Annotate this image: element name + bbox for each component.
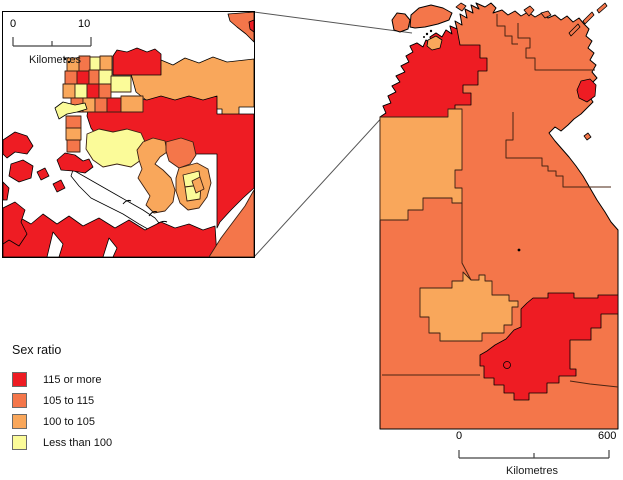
main-scale-end: 600 <box>598 430 617 442</box>
legend-item: 115 or more <box>12 369 112 390</box>
region-victoria-daly <box>379 108 463 221</box>
region-groote-eylandt <box>576 78 597 103</box>
north-coast-islands <box>455 2 592 141</box>
main-scale-start: 0 <box>456 430 463 442</box>
inset-scale-start: 0 <box>10 18 17 30</box>
tennant-creek-dot <box>517 248 521 252</box>
inset-region-gunn-point <box>227 12 254 43</box>
inset-region-corner-red <box>248 19 254 33</box>
inset-scalebar: 0 10 Kilometres <box>7 16 117 72</box>
legend-swatch-less-than-100 <box>12 435 27 450</box>
legend: Sex ratio 115 or more 105 to 115 100 to … <box>12 343 112 453</box>
inset-region-southeast-orange <box>208 189 254 257</box>
inset-region-city-red <box>56 152 94 174</box>
region-boundary-lines <box>382 14 619 388</box>
inset-yellow-cells <box>182 170 205 202</box>
inset-scale-end: 10 <box>78 18 91 30</box>
inset-region-howard-lobe <box>136 137 176 214</box>
main-scalebar-rule <box>458 450 610 459</box>
inset-connector-lines <box>253 11 413 258</box>
alice-springs-town <box>503 361 511 369</box>
inset-region-howard-orange <box>165 137 197 169</box>
inset-south-inlets <box>46 231 118 257</box>
wessel-islands <box>568 2 608 37</box>
inset-region-palmerston <box>85 128 146 168</box>
legend-title: Sex ratio <box>12 343 62 357</box>
inset-map <box>3 12 254 257</box>
region-darwin-city <box>426 35 443 51</box>
tiwi-islands <box>391 4 453 33</box>
legend-swatch-115-or-more <box>12 372 27 387</box>
inset-city-marks <box>63 57 71 64</box>
region-alice-red <box>479 292 619 401</box>
legend-item: 105 to 115 <box>12 390 112 411</box>
legend-swatch-100-to-105 <box>12 414 27 429</box>
inset-map-panel: 0 10 Kilometres <box>2 11 255 258</box>
inset-west-coast-red <box>3 131 66 247</box>
region-northwest-red <box>379 25 488 118</box>
inset-scalebar-rule <box>12 37 92 47</box>
inset-scale-unit: Kilometres <box>29 54 81 66</box>
inset-region-yellow-hook <box>54 101 88 120</box>
legend-swatch-105-to-115 <box>12 393 27 408</box>
main-scalebar: 0 600 Kilometres <box>440 428 623 480</box>
legend-item: 100 to 105 <box>12 411 112 432</box>
inset-west-strip <box>65 115 82 153</box>
legend-item: Less than 100 <box>12 432 112 453</box>
inset-region-north-red-strip <box>112 47 162 76</box>
region-tanami <box>419 271 519 342</box>
main-scale-unit: Kilometres <box>506 465 558 477</box>
darwin-city-marks <box>423 29 433 38</box>
